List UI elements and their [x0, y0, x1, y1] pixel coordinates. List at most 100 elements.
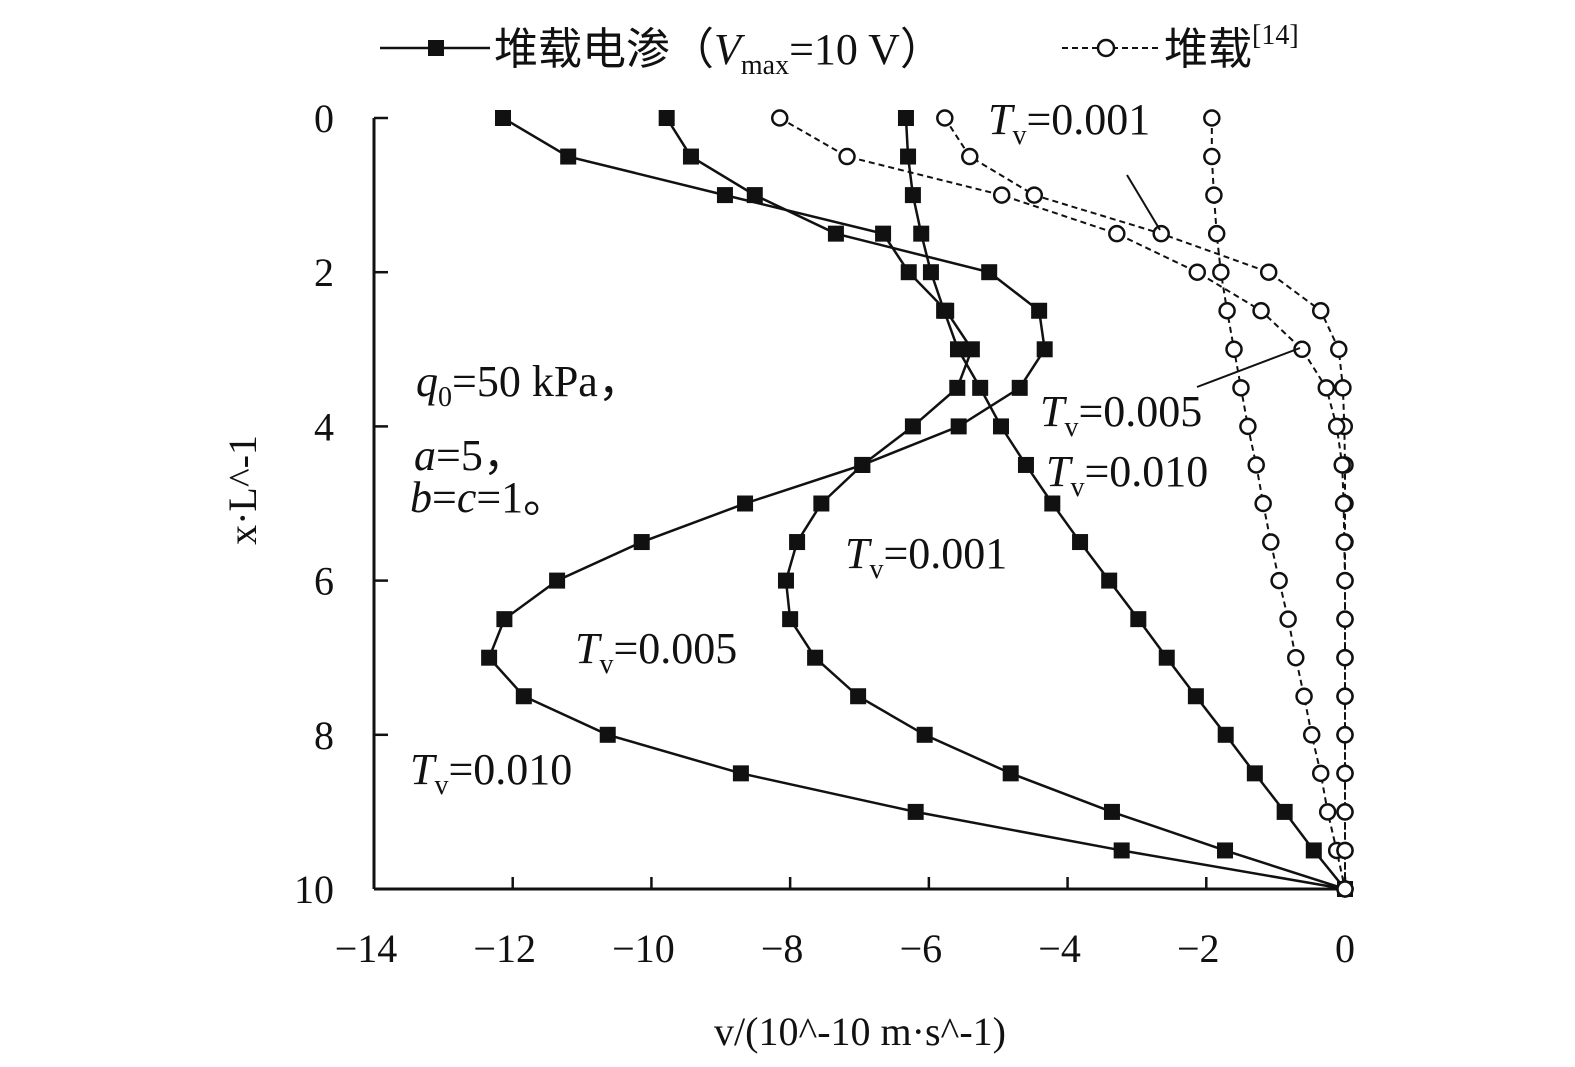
data-point: [992, 186, 1011, 204]
data-point: [907, 803, 924, 820]
data-point: [904, 418, 921, 435]
legend: 堆载电渗（Vmax=10 V） 堆载[14]: [380, 20, 1299, 81]
data-point: [807, 649, 824, 666]
legend-text: 堆载: [1164, 24, 1252, 75]
annotation-value: =0.010: [1084, 447, 1208, 496]
data-point: [900, 148, 917, 165]
data-point: [1336, 803, 1354, 821]
data-point: [1336, 841, 1354, 860]
data-point: [963, 341, 980, 358]
data-point: [1232, 379, 1250, 397]
data-point: [1031, 302, 1048, 319]
data-point: [1017, 456, 1034, 473]
y-tick-label: 6: [314, 559, 334, 604]
annotation-sub: v: [599, 649, 613, 680]
series-3: [1203, 109, 1354, 898]
data-point: [900, 264, 917, 281]
data-point: [1247, 456, 1265, 474]
data-point: [1203, 147, 1221, 166]
data-point: [1270, 571, 1288, 590]
data-point: [770, 109, 789, 127]
parameter-text: q0=50 kPa，: [416, 357, 642, 413]
annotation-var: T: [575, 624, 603, 673]
data-point: [495, 110, 512, 126]
tv-annotation: Tv=0.010: [410, 745, 572, 801]
data-point: [1152, 224, 1170, 243]
x-tick-label: −8: [761, 926, 804, 971]
param-sub: 0: [438, 382, 452, 413]
data-point: [549, 572, 566, 589]
data-point: [1336, 687, 1354, 705]
annotation-value: =0.010: [448, 745, 572, 794]
legend-label-electroosmosis: 堆载电渗（Vmax=10 V）: [494, 24, 944, 81]
data-point: [1318, 803, 1337, 821]
legend-marker-square: [428, 40, 444, 56]
data-point: [1259, 263, 1278, 281]
y-tick-label: 0: [314, 96, 334, 141]
data-point: [746, 187, 763, 204]
data-point: [1108, 224, 1126, 243]
data-point: [1276, 803, 1293, 820]
data-point: [599, 726, 616, 743]
data-point: [1002, 765, 1019, 782]
data-point: [1044, 495, 1061, 512]
data-point: [1334, 494, 1353, 513]
leader-line: [1196, 347, 1301, 388]
data-point: [1246, 765, 1263, 782]
annotation-value: =0.005: [613, 624, 737, 673]
annotation-value: =0.001: [1026, 95, 1150, 144]
data-point: [1262, 533, 1280, 551]
annotation-var: T: [988, 95, 1016, 144]
data-point: [1217, 726, 1234, 743]
annotation-sub: v: [869, 554, 883, 585]
x-tick-label: 0: [1335, 926, 1355, 971]
parameter-text: a=5，: [414, 431, 527, 480]
data-point: [1239, 417, 1257, 436]
data-point: [1333, 456, 1351, 474]
param-value: =1。: [476, 473, 567, 522]
data-point: [1207, 224, 1226, 243]
annotation-var: T: [1046, 447, 1074, 496]
data-point: [850, 688, 867, 705]
data-point: [897, 110, 914, 126]
data-point: [737, 495, 754, 512]
data-point: [1336, 610, 1354, 628]
data-point: [922, 264, 939, 281]
data-point: [938, 302, 955, 319]
data-point: [904, 187, 921, 204]
data-point: [1254, 494, 1272, 513]
data-point: [950, 418, 967, 435]
param-var: c: [457, 473, 477, 522]
param-value: =5，: [436, 431, 527, 480]
x-tick-label: −12: [473, 926, 536, 971]
data-point: [949, 341, 966, 358]
x-tick-label: −4: [1038, 926, 1081, 971]
param-var: b: [410, 473, 432, 522]
data-point: [789, 534, 806, 551]
data-point: [777, 572, 794, 589]
series-5: [770, 109, 1354, 898]
tv-annotation: Tv=0.001: [845, 529, 1007, 585]
data-point: [1287, 648, 1305, 667]
data-point: [1311, 302, 1330, 320]
series-line: [1210, 118, 1346, 890]
data-point: [854, 456, 871, 473]
data-point: [813, 495, 830, 512]
y-axis-label-group: x·L^-1: [220, 435, 265, 545]
annotation-value: =0.001: [883, 529, 1007, 578]
x-tick-label: −6: [900, 926, 943, 971]
x-tick-label: −14: [335, 926, 398, 971]
y-tick-label: 8: [314, 713, 334, 758]
data-point: [560, 148, 577, 165]
leader-line: [1126, 174, 1161, 231]
legend-text: =10 V）: [789, 25, 944, 74]
data-point: [1212, 263, 1230, 281]
annotation-var: T: [410, 745, 438, 794]
data-point: [1188, 263, 1207, 281]
param-value: =: [432, 473, 457, 522]
data-point: [515, 688, 532, 705]
data-point: [1217, 842, 1234, 859]
data-point: [1305, 842, 1322, 859]
data-point: [716, 187, 733, 204]
